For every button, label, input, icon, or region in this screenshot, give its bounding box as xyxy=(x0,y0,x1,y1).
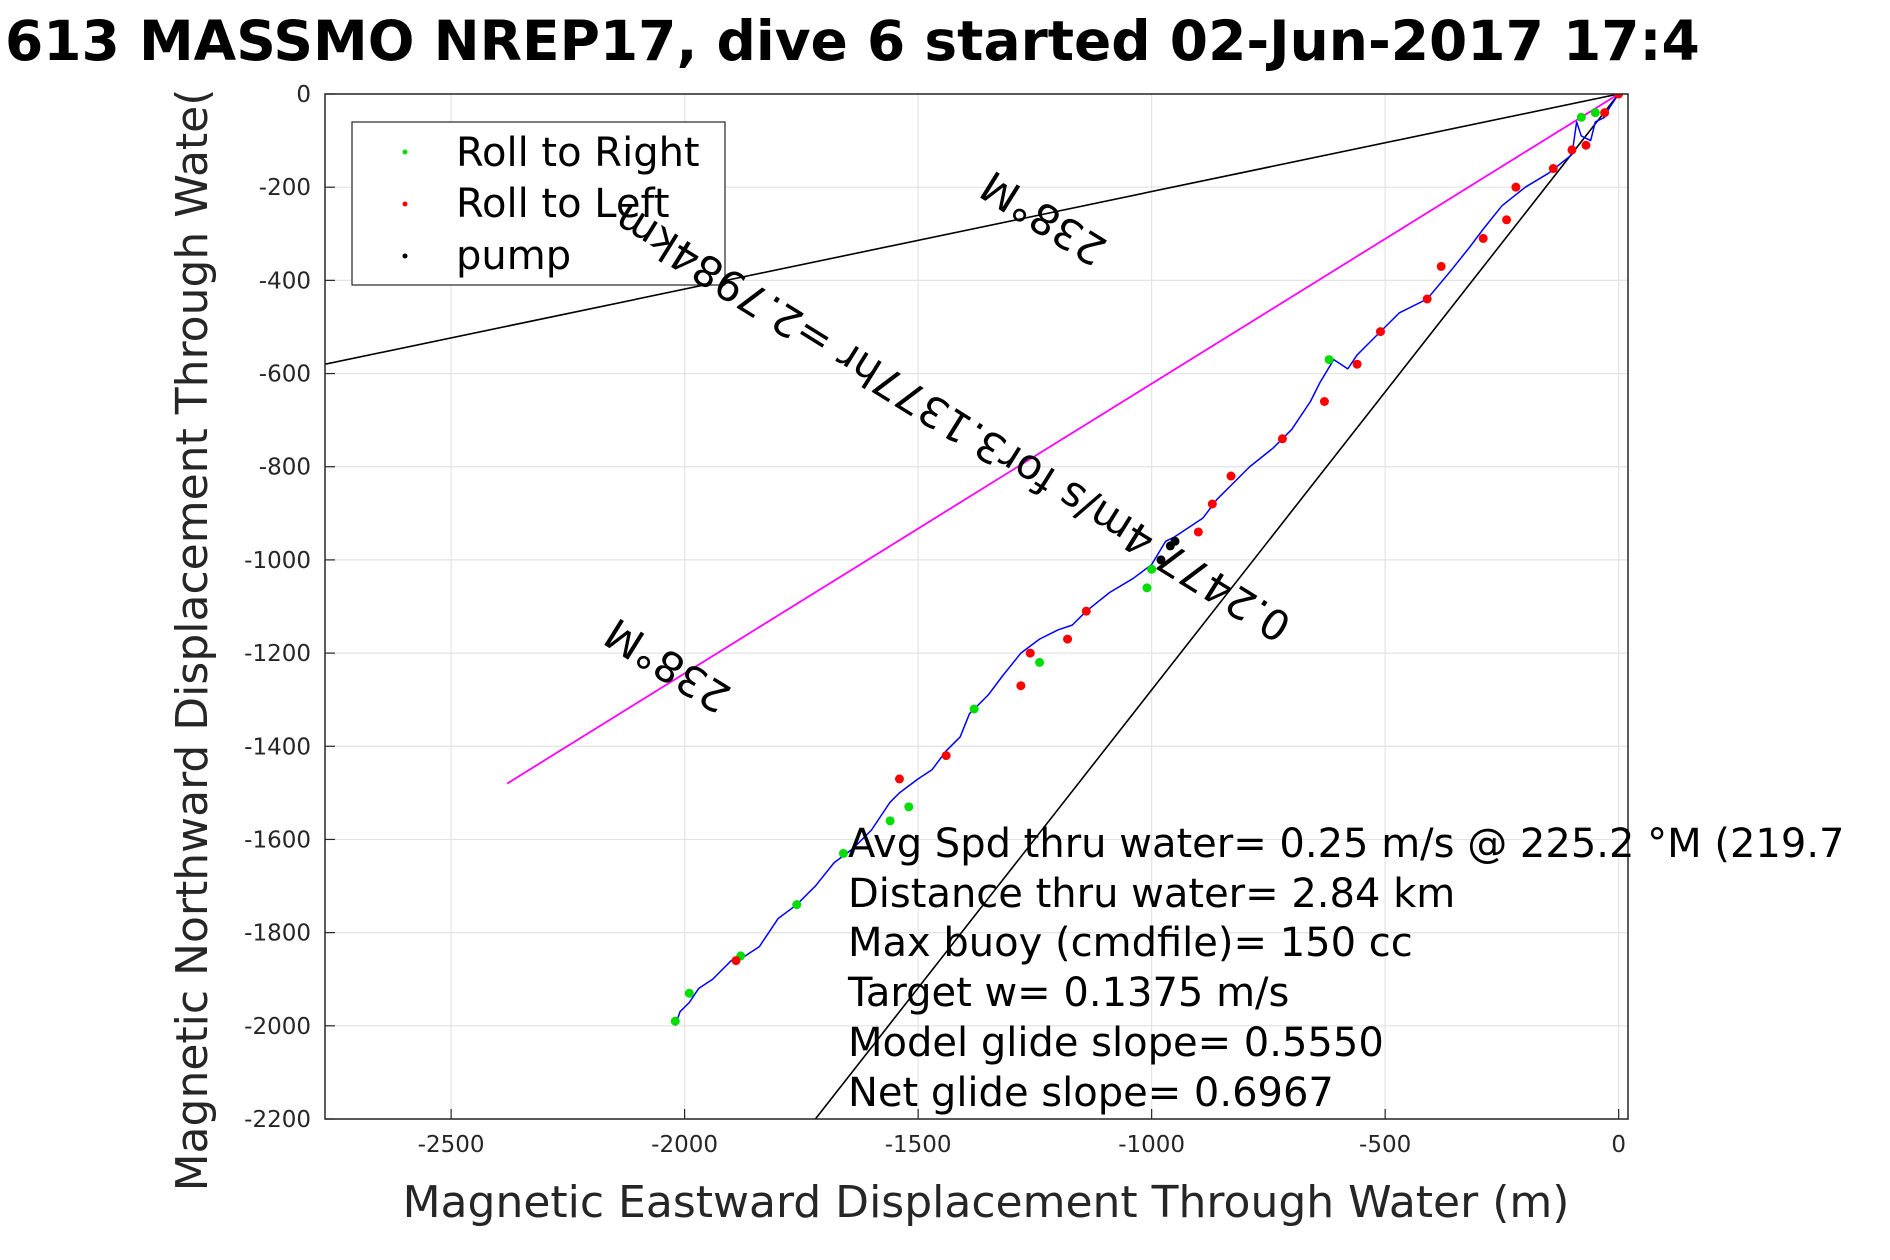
legend: Roll to Right Roll to Left pump xyxy=(351,121,726,286)
point-roll-right xyxy=(1576,112,1586,122)
point-pump xyxy=(1170,536,1180,546)
point-roll-left xyxy=(1277,434,1287,444)
y-tick-label: -600 xyxy=(259,362,311,388)
point-roll-left xyxy=(1502,215,1512,225)
point-roll-left xyxy=(1422,294,1432,304)
y-tick-label: 0 xyxy=(296,82,311,108)
annotation-target-w: Target w= 0.1375 m/s xyxy=(847,970,1289,1016)
point-roll-left xyxy=(1375,327,1385,337)
legend-label-roll-right: Roll to Right xyxy=(456,130,700,176)
point-roll-left xyxy=(1614,94,1624,99)
annotation-avg-speed: Avg Spd thru water= 0.25 m/s @ 225.2 °M … xyxy=(848,821,1844,867)
stats-annotations: Avg Spd thru water= 0.25 m/s @ 225.2 °M … xyxy=(847,821,1844,1116)
track-line xyxy=(674,94,1620,1027)
y-tick-label: -400 xyxy=(259,268,311,294)
y-tick-label: -200 xyxy=(259,175,311,201)
x-axis-label: Magnetic Eastward Displacement Through W… xyxy=(403,1177,1570,1228)
point-roll-left xyxy=(1081,606,1091,616)
point-pump xyxy=(1156,555,1166,565)
point-roll-right xyxy=(1147,564,1157,574)
legend-marker-roll-left xyxy=(402,201,408,207)
plot-frame xyxy=(324,93,1629,1120)
y-tick-label: -1200 xyxy=(244,641,311,667)
point-roll-left xyxy=(1436,261,1446,271)
legend-box xyxy=(351,121,726,286)
heading-line xyxy=(506,94,1620,785)
point-roll-left xyxy=(894,774,904,784)
y-tick-label: -800 xyxy=(259,455,311,481)
point-roll-left xyxy=(1319,397,1329,406)
y-tick-label: -1000 xyxy=(244,548,311,574)
y-tick-label: -2000 xyxy=(244,1014,311,1040)
x-tick-label: -2000 xyxy=(651,1132,718,1158)
chart-title: 613 MASSMO NREP17, dive 6 started 02-Jun… xyxy=(5,9,1700,73)
x-tick-label: -1000 xyxy=(1118,1132,1185,1158)
point-roll-right xyxy=(792,900,802,910)
legend-marker-roll-right xyxy=(402,149,408,155)
x-tick-label: 0 xyxy=(1611,1132,1626,1158)
legend-label-roll-left: Roll to Left xyxy=(456,181,670,227)
point-roll-right xyxy=(684,988,694,998)
reference-line-lower xyxy=(814,94,1620,1119)
annotation-net-glide: Net glide slope= 0.6967 xyxy=(848,1070,1334,1116)
y-tick-label: -1400 xyxy=(244,734,311,760)
point-roll-right xyxy=(838,848,848,858)
y-tick-label: -1800 xyxy=(244,921,311,947)
point-roll-right xyxy=(969,704,979,714)
legend-marker-pump xyxy=(402,253,408,259)
point-roll-left xyxy=(1478,233,1488,243)
point-roll-left xyxy=(731,956,741,966)
point-roll-right xyxy=(1324,355,1334,365)
point-roll-right xyxy=(904,802,914,812)
point-roll-right xyxy=(1142,583,1152,593)
point-roll-left xyxy=(1548,164,1558,174)
x-tick-label: -500 xyxy=(1359,1132,1411,1158)
point-roll-left xyxy=(1016,681,1026,691)
legend-label-pump: pump xyxy=(456,233,571,279)
y-axis-label: Magnetic Northward Displacement Through … xyxy=(167,89,218,1192)
y-tick-label: -1600 xyxy=(244,827,311,853)
point-roll-left xyxy=(1025,648,1035,658)
point-roll-left xyxy=(1352,359,1362,369)
point-roll-right xyxy=(670,1016,680,1026)
x-tick-label: -2500 xyxy=(418,1132,485,1158)
annotation-distance: Distance thru water= 2.84 km xyxy=(848,871,1455,917)
point-roll-left xyxy=(1226,471,1236,481)
point-roll-left xyxy=(1567,145,1577,155)
point-roll-left xyxy=(941,751,951,761)
point-roll-left xyxy=(1063,634,1073,644)
point-roll-left xyxy=(1600,108,1610,118)
reference-line-upper xyxy=(325,94,1619,366)
point-roll-right xyxy=(1590,108,1600,118)
point-roll-left xyxy=(1207,499,1217,509)
point-roll-left xyxy=(1193,527,1203,537)
point-roll-right xyxy=(885,816,895,826)
point-roll-right xyxy=(1035,657,1045,667)
point-roll-left xyxy=(1511,182,1521,192)
point-roll-left xyxy=(1581,140,1591,150)
annotation-model-glide: Model glide slope= 0.5550 xyxy=(848,1020,1384,1066)
annotation-max-buoy: Max buoy (cmdfile)= 150 cc xyxy=(848,920,1413,966)
x-tick-label: -1500 xyxy=(885,1132,952,1158)
y-tick-label: -2200 xyxy=(244,1107,311,1133)
